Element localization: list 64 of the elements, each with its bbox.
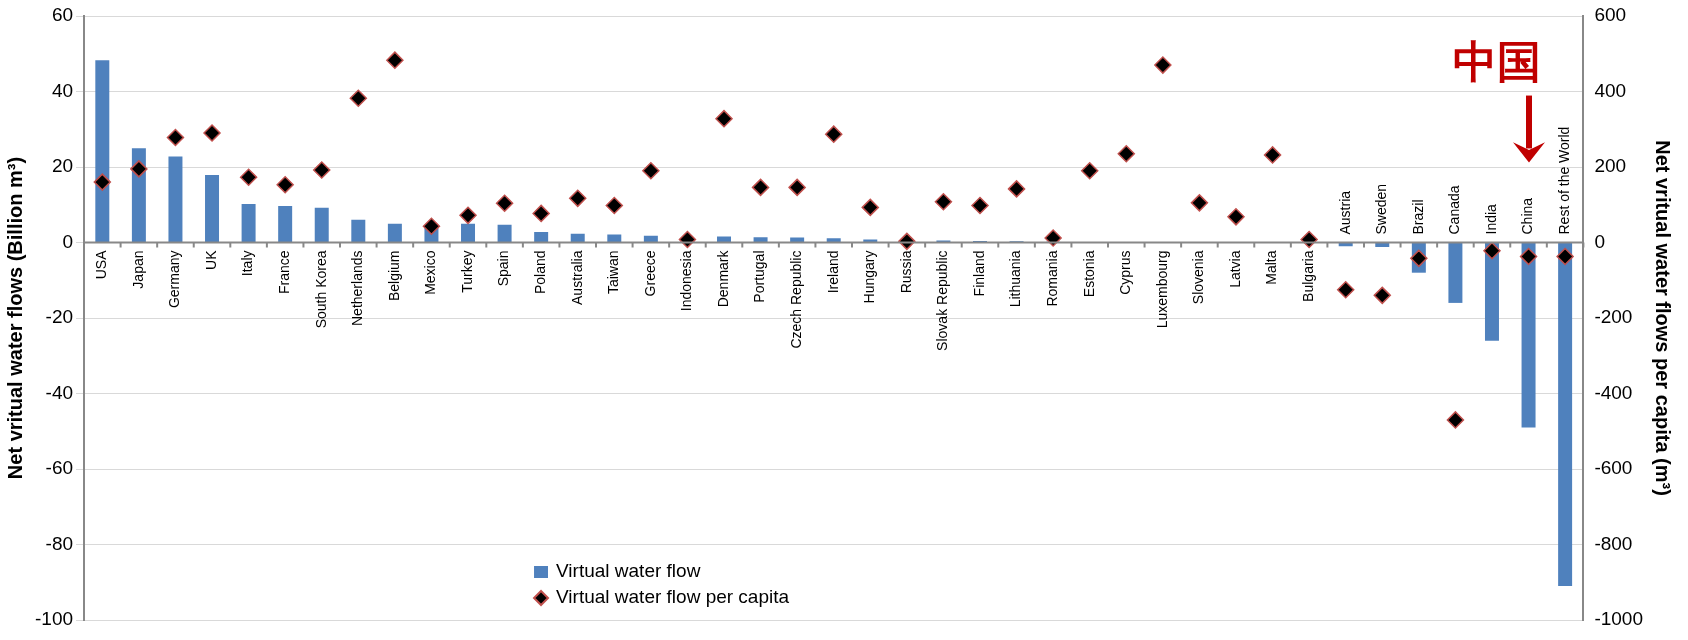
x-tick-label: China (1519, 197, 1536, 235)
y2-axis-title: Net vritual water flows per capita (m³) (1652, 140, 1675, 496)
y-axis-title: Net vritual water flows (Billion m³) (3, 156, 26, 480)
x-tick-label: Latvia (1226, 250, 1243, 288)
x-tick-label: Turkey (458, 250, 475, 293)
y2-tick-label: -800 (1594, 532, 1633, 554)
x-tick-label: India (1482, 203, 1499, 235)
y-tick-label: -60 (45, 457, 74, 479)
y2-tick-label: -600 (1594, 457, 1633, 479)
x-tick-label: Portugal (751, 250, 768, 303)
legend-label: Virtual water flow (556, 560, 701, 582)
y-tick-label: -20 (45, 306, 74, 328)
y-tick-label: 40 (51, 79, 74, 101)
x-tick-label: Luxembourg (1153, 250, 1170, 329)
x-tick-label: UK (202, 249, 219, 270)
x-tick-label: Lithuania (1007, 250, 1024, 308)
y2-tick-label: 0 (1594, 230, 1605, 252)
x-tick-label: Canada (1446, 185, 1463, 235)
x-tick-label: Cyprus (1117, 250, 1134, 295)
y-tick-label: -100 (35, 608, 74, 630)
x-tick-label: Slovenia (1190, 250, 1207, 305)
x-tick-label: Belgium (385, 250, 402, 302)
x-tick-label: Netherlands (349, 250, 366, 326)
legend-label: Virtual water flow per capita (556, 586, 790, 608)
x-tick-label: Denmark (714, 249, 731, 308)
y-tick-label: 20 (51, 155, 74, 177)
x-tick-label: Sweden (1373, 183, 1390, 235)
x-tick-label: Estonia (1080, 250, 1097, 298)
x-tick-label: Russia (897, 250, 914, 294)
x-tick-label: Rest of the World (1555, 126, 1572, 235)
x-tick-label: Ireland (824, 250, 841, 294)
y2-tick-label: 400 (1594, 79, 1627, 101)
y-tick-label: -40 (45, 381, 74, 403)
x-tick-label: Slovak Republic (934, 250, 951, 351)
x-tick-label: USA (93, 249, 110, 280)
x-tick-label: South Korea (312, 250, 329, 329)
x-tick-label: Spain (495, 250, 512, 287)
x-tick-label: Finland (970, 250, 987, 297)
y-tick-label: 60 (51, 4, 74, 26)
x-tick-label: Poland (532, 250, 549, 295)
x-tick-label: France (276, 250, 293, 295)
y2-tick-label: -400 (1594, 381, 1633, 403)
x-tick-label: Hungary (861, 250, 878, 304)
x-tick-label: Germany (166, 250, 183, 309)
x-tick-label: Indonesia (678, 250, 695, 312)
x-tick-label: Mexico (422, 250, 439, 295)
x-tick-label: Taiwan (605, 250, 622, 295)
x-tick-label: Romania (1044, 250, 1060, 307)
x-tick-label: Japan (129, 250, 146, 289)
x-tick-label: Malta (1263, 250, 1280, 285)
annotation: 中国 (1452, 36, 1541, 88)
y2-tick-label: -1000 (1594, 608, 1644, 630)
x-tick-label: Brazil (1409, 199, 1426, 235)
y2-tick-label: 600 (1594, 4, 1627, 26)
x-tick-label: Austria (1336, 190, 1353, 235)
x-tick-label: Australia (568, 250, 585, 305)
y2-tick-label: 200 (1594, 155, 1627, 177)
x-tick-label: Czech Republic (788, 250, 805, 349)
y-tick-label: -80 (45, 532, 74, 554)
x-tick-label: Greece (641, 250, 658, 297)
y2-tick-label: -200 (1594, 306, 1633, 328)
y-tick-label: 0 (62, 230, 74, 252)
x-tick-label: Italy (239, 250, 256, 277)
x-tick-label: Bulgaria (1299, 250, 1316, 302)
